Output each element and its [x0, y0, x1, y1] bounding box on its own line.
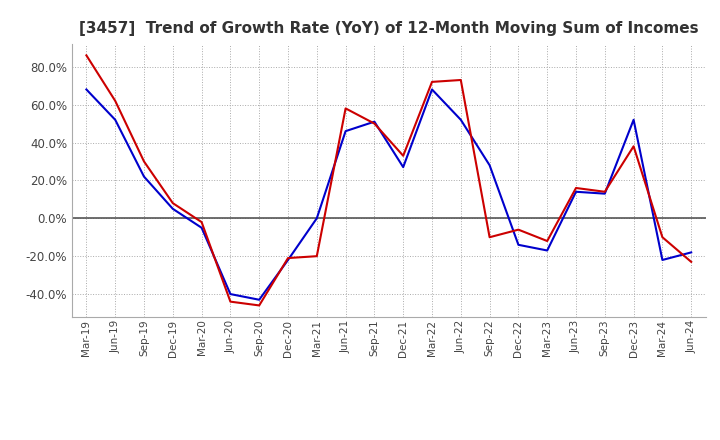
Ordinary Income Growth Rate [341, 128, 350, 134]
Ordinary Income Growth Rate [514, 242, 523, 247]
Net Income Growth Rate [658, 235, 667, 240]
Ordinary Income Growth Rate [255, 297, 264, 302]
Ordinary Income Growth Rate [687, 250, 696, 255]
Ordinary Income Growth Rate [312, 216, 321, 221]
Net Income Growth Rate [140, 159, 148, 164]
Net Income Growth Rate [572, 185, 580, 191]
Net Income Growth Rate [312, 253, 321, 259]
Net Income Growth Rate [456, 77, 465, 83]
Ordinary Income Growth Rate [658, 257, 667, 263]
Title: [3457]  Trend of Growth Rate (YoY) of 12-Month Moving Sum of Incomes: [3457] Trend of Growth Rate (YoY) of 12-… [79, 21, 698, 36]
Ordinary Income Growth Rate [629, 117, 638, 122]
Net Income Growth Rate [226, 299, 235, 304]
Line: Ordinary Income Growth Rate: Ordinary Income Growth Rate [86, 89, 691, 300]
Ordinary Income Growth Rate [600, 191, 609, 196]
Ordinary Income Growth Rate [456, 117, 465, 122]
Net Income Growth Rate [370, 121, 379, 126]
Ordinary Income Growth Rate [370, 119, 379, 125]
Net Income Growth Rate [428, 79, 436, 84]
Ordinary Income Growth Rate [82, 87, 91, 92]
Net Income Growth Rate [600, 189, 609, 194]
Net Income Growth Rate [485, 235, 494, 240]
Net Income Growth Rate [399, 153, 408, 158]
Ordinary Income Growth Rate [543, 248, 552, 253]
Net Income Growth Rate [341, 106, 350, 111]
Line: Net Income Growth Rate: Net Income Growth Rate [86, 55, 691, 305]
Net Income Growth Rate [197, 220, 206, 225]
Net Income Growth Rate [629, 143, 638, 149]
Ordinary Income Growth Rate [572, 189, 580, 194]
Net Income Growth Rate [168, 201, 177, 206]
Ordinary Income Growth Rate [111, 117, 120, 122]
Ordinary Income Growth Rate [197, 225, 206, 231]
Net Income Growth Rate [514, 227, 523, 232]
Net Income Growth Rate [82, 53, 91, 58]
Ordinary Income Growth Rate [399, 165, 408, 170]
Ordinary Income Growth Rate [428, 87, 436, 92]
Ordinary Income Growth Rate [485, 163, 494, 168]
Net Income Growth Rate [687, 259, 696, 264]
Ordinary Income Growth Rate [140, 174, 148, 179]
Ordinary Income Growth Rate [168, 206, 177, 212]
Net Income Growth Rate [284, 256, 292, 261]
Ordinary Income Growth Rate [284, 257, 292, 263]
Net Income Growth Rate [255, 303, 264, 308]
Ordinary Income Growth Rate [226, 291, 235, 297]
Net Income Growth Rate [111, 98, 120, 103]
Net Income Growth Rate [543, 238, 552, 244]
